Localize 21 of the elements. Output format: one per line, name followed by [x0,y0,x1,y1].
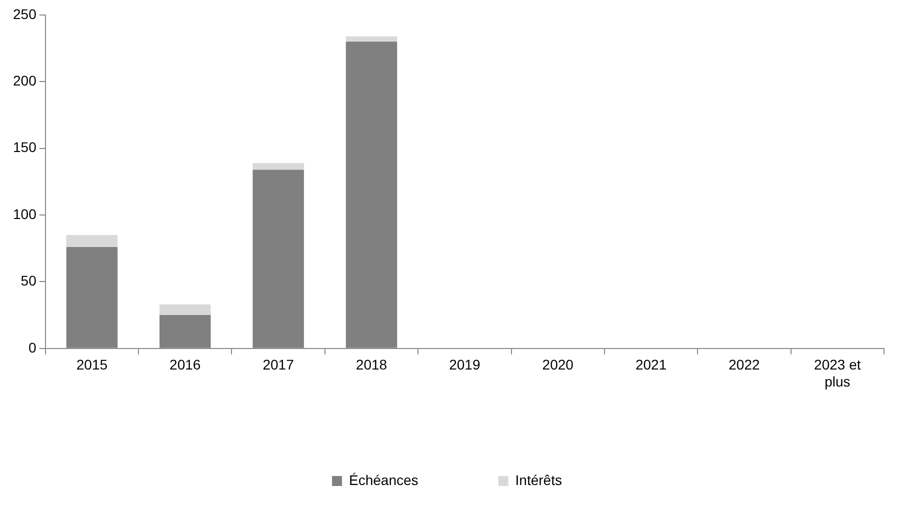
bar [252,163,304,170]
x-tick-label: 2021 [635,356,667,373]
y-tick-label: 100 [13,206,37,222]
x-tick-label: 2016 [170,356,201,373]
bar [160,304,211,316]
bar [346,36,398,42]
y-tick-label: 200 [13,72,37,89]
legend-label: Intérêts [515,472,562,488]
y-tick-label: 150 [13,139,37,156]
x-tick-label: 2020 [542,356,574,373]
x-tick-label: 2017 [262,356,294,373]
y-tick-label: 250 [13,6,37,22]
y-tick-label: 50 [20,272,37,289]
x-tick-label: 2022 [728,356,760,373]
bar [66,235,118,248]
x-tick-label: 2023 et plus [814,356,861,390]
x-tick-label: 2015 [76,356,108,373]
legend-label: Échéances [349,472,418,488]
x-tick-label: 2018 [356,356,388,373]
y-tick-label: 0 [28,339,37,356]
x-tick-label: 2019 [449,356,480,373]
